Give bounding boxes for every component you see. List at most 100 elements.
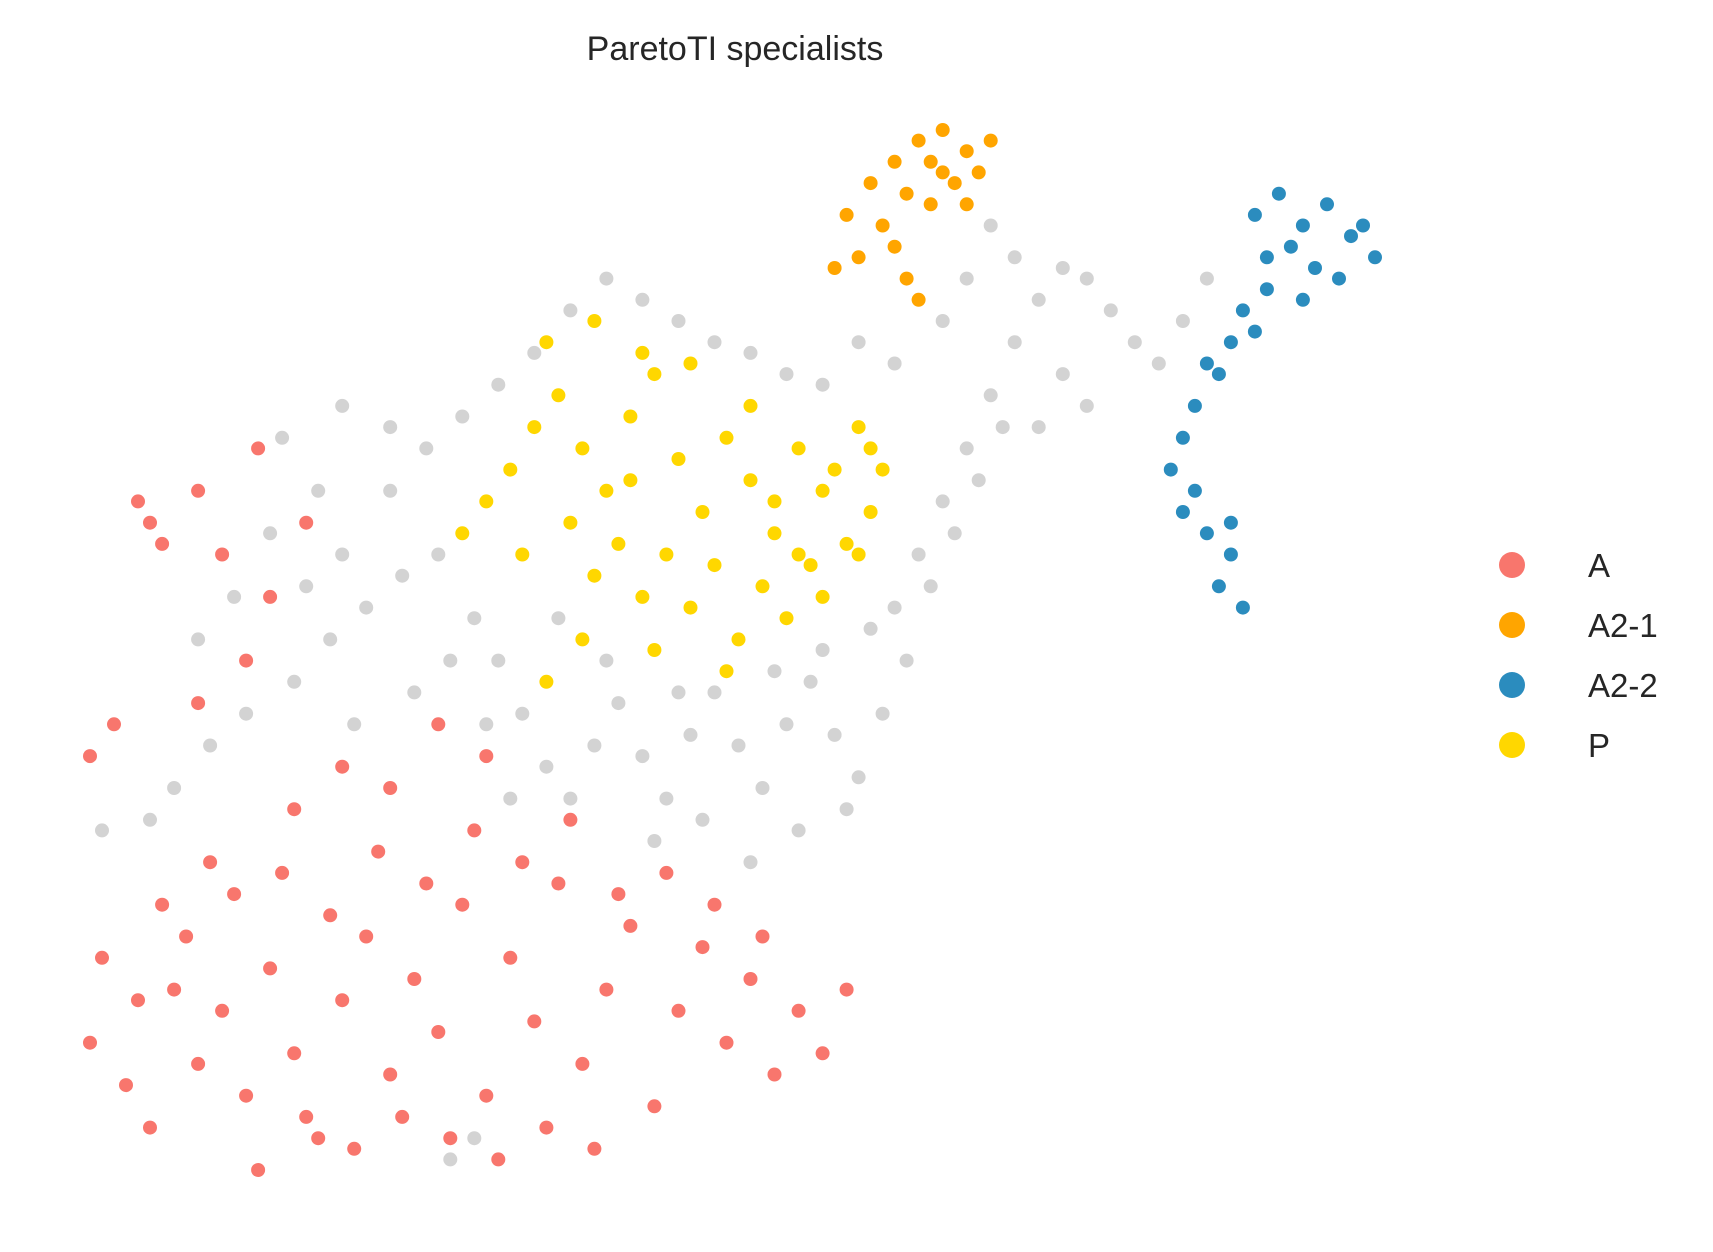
point-background [707, 685, 722, 700]
point-background [707, 335, 722, 350]
point-p [695, 505, 710, 519]
point-background [995, 420, 1010, 435]
point-background [1007, 335, 1022, 350]
point-background [167, 781, 182, 795]
point-a2-2 [1187, 398, 1202, 413]
point-p [719, 664, 734, 679]
point-a [131, 494, 145, 509]
point-a2-1 [923, 154, 938, 169]
point-p [767, 526, 782, 541]
point-p [671, 452, 686, 466]
point-p [479, 494, 494, 509]
point-a [371, 844, 386, 859]
point-background [851, 770, 866, 785]
series-a2-2 [1163, 186, 1382, 615]
point-a2-1 [959, 144, 974, 159]
point-a [503, 950, 518, 965]
point-p [719, 430, 734, 445]
point-a [383, 1067, 398, 1082]
point-background [1151, 356, 1166, 371]
point-p [743, 473, 758, 488]
point-background [791, 823, 806, 838]
point-background [527, 345, 542, 360]
point-a [227, 887, 242, 902]
point-a [119, 1078, 133, 1093]
point-background [971, 473, 986, 488]
point-background [1103, 303, 1118, 318]
point-a2-2 [1295, 218, 1310, 233]
legend-marker [1499, 612, 1525, 638]
point-a [311, 1131, 326, 1146]
point-background [887, 600, 902, 615]
point-background [935, 314, 950, 328]
point-background [983, 218, 998, 233]
legend-label: A [1588, 547, 1610, 584]
point-a [467, 823, 482, 838]
point-a2-1 [827, 261, 842, 275]
point-p [635, 589, 650, 604]
point-background [911, 547, 926, 562]
point-background [539, 759, 554, 774]
point-p [503, 462, 518, 477]
point-background [395, 568, 410, 583]
point-background [923, 579, 938, 594]
point-p [743, 398, 758, 413]
point-a [419, 876, 434, 891]
point-background [563, 791, 578, 806]
point-background [815, 643, 830, 657]
point-a [839, 982, 854, 997]
point-background [467, 611, 482, 626]
point-background [239, 706, 254, 721]
point-a [287, 1046, 302, 1061]
point-background [443, 1152, 458, 1167]
point-p [647, 367, 662, 382]
point-p [527, 420, 542, 435]
point-a2-2 [1199, 356, 1214, 371]
point-p [683, 600, 698, 615]
point-a [671, 1003, 686, 1018]
point-p [539, 335, 554, 350]
point-a [659, 865, 674, 880]
point-a [551, 876, 566, 891]
point-a [263, 961, 278, 976]
point-background [191, 632, 206, 647]
point-background [143, 812, 157, 827]
point-background [803, 674, 818, 689]
point-a [479, 749, 494, 764]
point-a [791, 1003, 806, 1018]
point-background [1175, 314, 1190, 328]
point-background [863, 621, 878, 636]
point-background [1127, 335, 1142, 350]
point-a2-2 [1332, 271, 1346, 286]
point-p [731, 632, 746, 647]
point-background [671, 314, 686, 328]
point-a2-2 [1163, 462, 1178, 477]
point-background [755, 781, 770, 795]
point-background [947, 526, 962, 541]
point-p [827, 462, 842, 477]
point-background [839, 802, 854, 817]
point-background [743, 855, 758, 870]
point-a2-2 [1223, 547, 1238, 562]
point-background [323, 632, 338, 647]
point-p [683, 356, 698, 371]
point-background [551, 611, 566, 626]
point-a2-1 [887, 239, 902, 254]
point-background [263, 526, 278, 541]
point-background [1031, 292, 1046, 307]
point-p [659, 547, 674, 562]
legend-marker [1499, 552, 1525, 578]
point-background [899, 653, 914, 668]
points-layer [83, 123, 1382, 1177]
point-background [227, 589, 242, 604]
point-a2-1 [911, 292, 926, 307]
point-p [767, 494, 782, 509]
point-p [647, 643, 662, 657]
point-background [851, 335, 866, 350]
point-a [515, 855, 530, 870]
point-a2-1 [887, 154, 902, 169]
point-background [635, 292, 650, 307]
point-background [671, 685, 686, 700]
point-a2-2 [1271, 186, 1286, 201]
point-a2-2 [1223, 515, 1238, 530]
